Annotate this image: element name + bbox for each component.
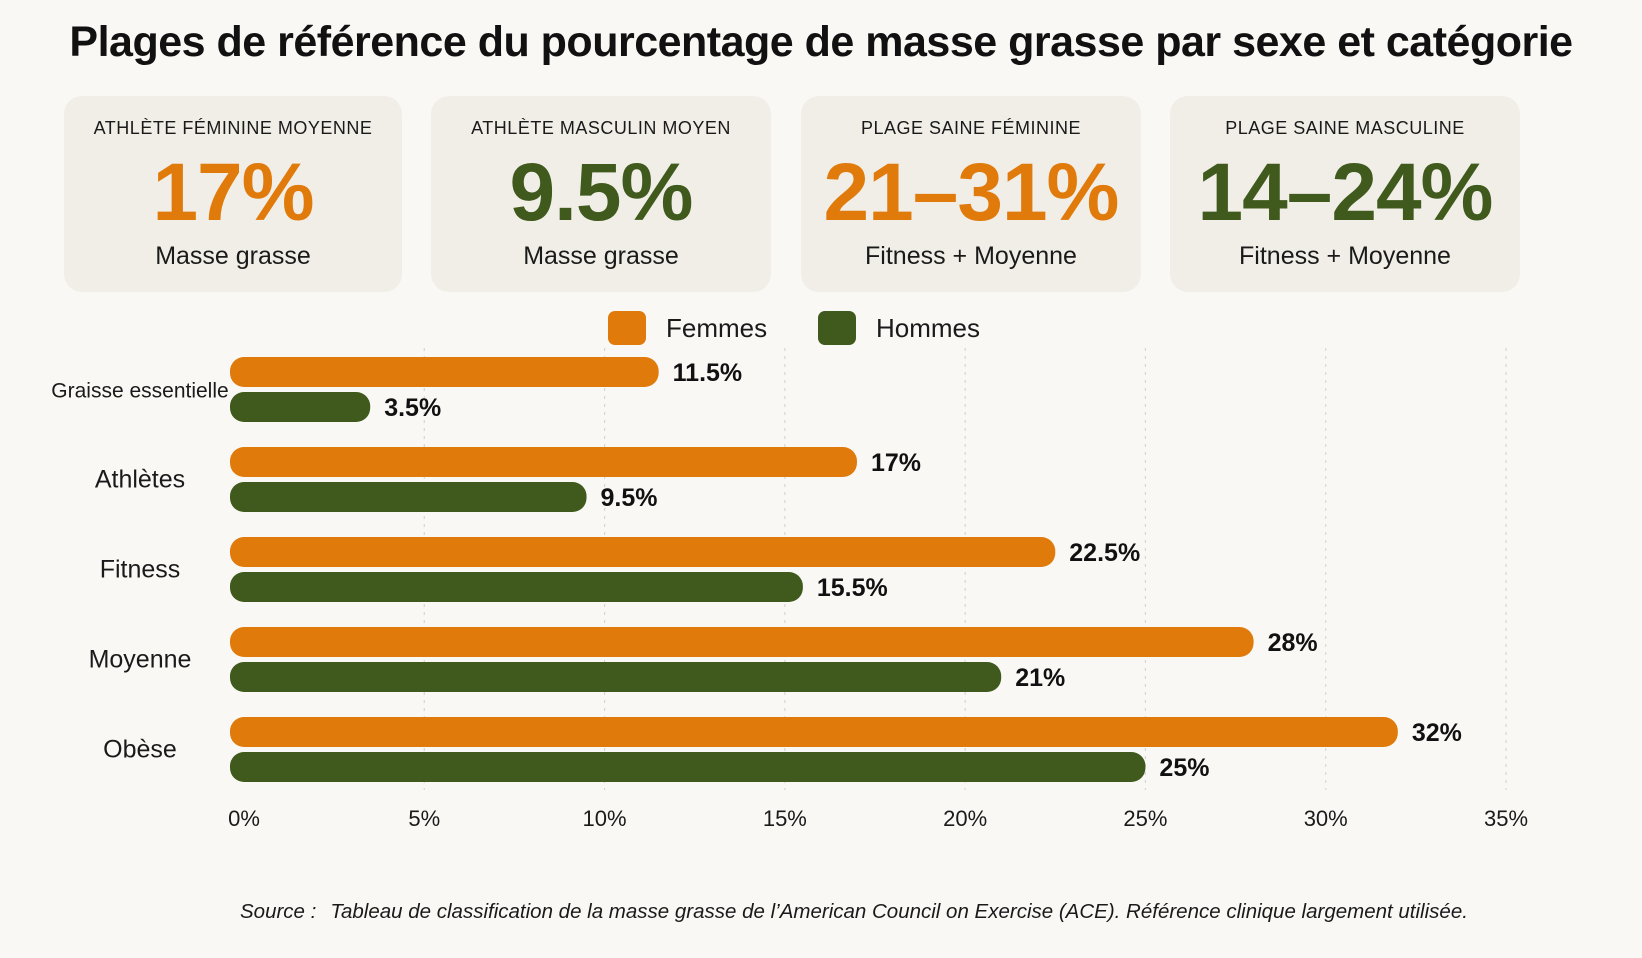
x-tick-label: 30%: [1304, 806, 1348, 831]
data-label: 28%: [1268, 629, 1318, 657]
data-label: 3.5%: [384, 394, 441, 422]
card-label: ATHLÈTE MASCULIN MOYEN: [471, 118, 731, 138]
bar-hommes: [230, 572, 803, 602]
summary-cards: ATHLÈTE FÉMININE MOYENNE 17% Masse grass…: [0, 0, 1642, 300]
card-value: 21–31%: [823, 147, 1120, 238]
legend-swatch: [608, 311, 646, 345]
legend-item-hommes: Hommes: [818, 308, 980, 348]
card-subtitle: Masse grasse: [523, 242, 679, 270]
category-label: Moyenne: [89, 646, 192, 674]
bar-hommes: [230, 662, 1002, 692]
card-female-athlete: ATHLÈTE FÉMININE MOYENNE 17% Masse grass…: [64, 96, 402, 292]
data-label: 15.5%: [817, 574, 888, 602]
legend-label: Hommes: [876, 312, 981, 343]
x-tick-label: 25%: [1123, 806, 1167, 831]
data-label: 17%: [871, 449, 921, 477]
bar-femmes: [230, 537, 1056, 567]
legend-swatch: [818, 311, 856, 345]
bar-femmes: [230, 627, 1254, 657]
source-note: Source : Tableau de classification de la …: [240, 900, 1468, 924]
chart-legend: Femmes Hommes: [0, 308, 1642, 348]
bar-hommes: [230, 482, 587, 512]
category-label: Fitness: [100, 556, 181, 584]
data-label: 32%: [1412, 719, 1462, 747]
card-value: 17%: [152, 147, 314, 238]
bar-femmes: [230, 447, 857, 477]
card-label: PLAGE SAINE MASCULINE: [1225, 118, 1465, 138]
data-label: 9.5%: [601, 484, 658, 512]
card-subtitle: Fitness + Moyenne: [865, 242, 1077, 270]
card-male-healthy-range: PLAGE SAINE MASCULINE 14–24% Fitness + M…: [1170, 96, 1520, 292]
card-subtitle: Masse grasse: [155, 242, 311, 270]
data-label: 25%: [1159, 754, 1209, 782]
bar-hommes: [230, 752, 1146, 782]
bar-femmes: [230, 717, 1398, 747]
data-label: 11.5%: [673, 359, 743, 387]
category-label: Obèse: [103, 736, 177, 764]
data-label: 21%: [1015, 664, 1065, 692]
legend-item-femmes: Femmes: [608, 308, 767, 348]
card-female-healthy-range: PLAGE SAINE FÉMININE 21–31% Fitness + Mo…: [801, 96, 1141, 292]
x-tick-label: 10%: [583, 806, 627, 831]
bar-chart: 0% 5% 10% 15% 20% 25% 30% 35% Graisse essentiell…: [51, 348, 1528, 831]
x-tick-label: 5%: [408, 806, 440, 831]
category-label: Athlètes: [95, 466, 185, 494]
x-tick-label: 35%: [1484, 806, 1528, 831]
category-label: Graisse essentielle: [51, 380, 228, 403]
card-value: 14–24%: [1197, 147, 1494, 238]
card-subtitle: Fitness + Moyenne: [1239, 242, 1451, 270]
page-title: Plages de référence du pourcentage de ma…: [69, 18, 1573, 66]
bar-femmes: [230, 357, 659, 387]
card-male-athlete: ATHLÈTE MASCULIN MOYEN 9.5% Masse grasse: [431, 96, 771, 292]
source-text: Tableau de classification de la masse gr…: [330, 900, 1468, 923]
source-prefix: Source :: [240, 900, 317, 923]
card-label: ATHLÈTE FÉMININE MOYENNE: [93, 118, 373, 138]
card-value: 9.5%: [509, 147, 694, 238]
x-tick-label: 20%: [943, 806, 987, 831]
bar-hommes: [230, 392, 371, 422]
x-tick-label: 15%: [763, 806, 807, 831]
card-label: PLAGE SAINE FÉMININE: [860, 118, 1082, 138]
data-label: 22.5%: [1069, 539, 1140, 567]
x-tick-label: 0%: [228, 806, 260, 831]
legend-label: Femmes: [666, 312, 768, 343]
